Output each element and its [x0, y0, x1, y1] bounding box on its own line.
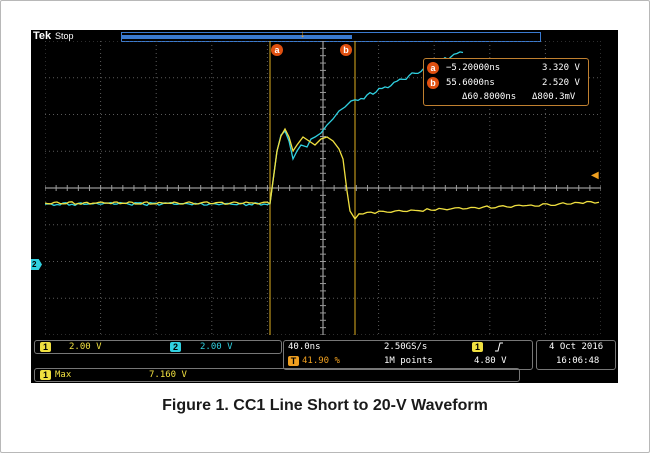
- measurement-value: 7.160 V: [149, 370, 187, 380]
- channel-2-icon: 2: [170, 342, 181, 352]
- brand-logo: Tek: [33, 30, 52, 42]
- cursor-delta-volt: Δ800.3mV: [532, 92, 576, 102]
- sample-rate: 2.50GS/s: [384, 342, 428, 352]
- channel-scale-box[interactable]: 1 2.00 V 2 2.00 V: [34, 340, 282, 354]
- date-display: 4 Oct 2016: [549, 342, 604, 352]
- cursor-a-time: −5.20000ns: [446, 63, 501, 73]
- measurement-label: Max: [55, 370, 72, 380]
- cursor-readout: a −5.20000ns 3.320 V b 55.6000ns 2.520 V…: [423, 58, 589, 106]
- cursor-a-badge[interactable]: a: [271, 44, 283, 56]
- time-display: 16:06:48: [556, 356, 600, 366]
- channel-2-scale: 2.00 V: [200, 342, 233, 352]
- readout-b-badge: b: [427, 77, 439, 89]
- trigger-position-icon: T: [288, 356, 299, 366]
- channel-1-icon: 1: [40, 342, 51, 352]
- horizontal-scale: 40.0ns: [288, 342, 321, 352]
- record-view-fill: [122, 35, 352, 39]
- trigger-level: 4.80 V: [474, 356, 507, 366]
- record-bar: [121, 32, 541, 42]
- channel-1-scale: 2.00 V: [69, 342, 102, 352]
- channel-2-ground-marker-icon[interactable]: 2: [31, 259, 42, 270]
- status-bar: Tek Stop ↓: [31, 30, 618, 43]
- record-length: 1M points: [384, 356, 433, 366]
- trigger-source-icon: 1: [472, 342, 483, 352]
- timebase-box[interactable]: 40.0ns 2.50GS/s T 41.90 % 1M points 1 4.…: [283, 340, 533, 370]
- measurement-channel-icon: 1: [40, 370, 51, 380]
- cursor-b-badge[interactable]: b: [340, 44, 352, 56]
- cursor-b-volt: 2.520 V: [542, 78, 580, 88]
- rising-edge-icon: [495, 342, 503, 352]
- cursor-b-time: 55.6000ns: [446, 78, 495, 88]
- channel-1-waveform: [45, 127, 600, 221]
- oscilloscope-screen: Tek Stop ↓ a b 2 ◀ a −5.20000ns 3.320 V …: [31, 30, 618, 383]
- figure-caption: Figure 1. CC1 Line Short to 20-V Wavefor…: [162, 397, 488, 414]
- cursor-delta-time: Δ60.8000ns: [462, 92, 517, 102]
- readout-a-badge: a: [427, 62, 439, 74]
- trigger-position-marker-icon: ↓: [300, 30, 305, 40]
- measurement-box[interactable]: 1 Max 7.160 V: [34, 368, 520, 382]
- trigger-level-marker-icon[interactable]: ◀: [591, 170, 599, 181]
- acquisition-state: Stop: [55, 31, 74, 41]
- cursor-a-volt: 3.320 V: [542, 63, 580, 73]
- channel-2-waveform: [45, 51, 464, 207]
- trigger-position: 41.90 %: [302, 356, 340, 366]
- datetime-box: 4 Oct 2016 16:06:48: [536, 340, 616, 370]
